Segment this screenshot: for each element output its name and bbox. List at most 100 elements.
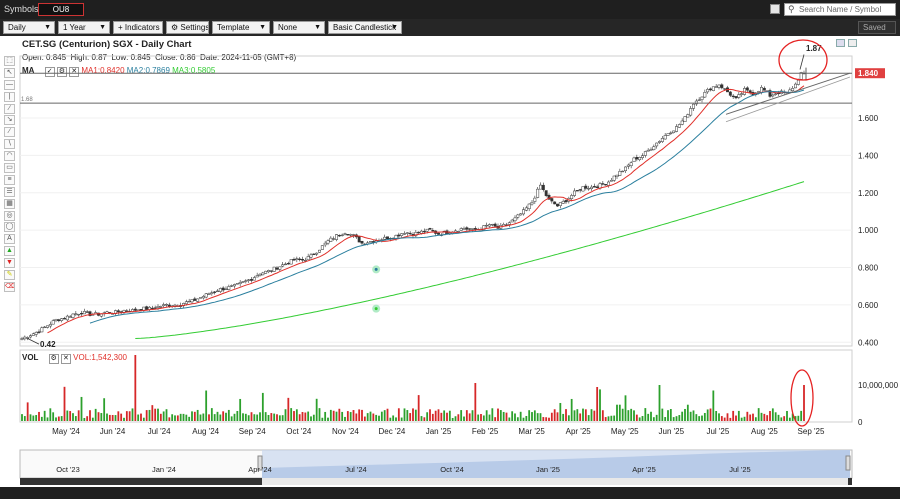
search-icon: ⚲ <box>788 4 795 14</box>
saved-button[interactable]: Saved <box>858 21 896 34</box>
ellipse-tool-icon[interactable]: ◯ <box>4 222 15 233</box>
candle-body <box>425 228 429 232</box>
volume-bar <box>650 411 652 421</box>
candle-body <box>723 88 727 90</box>
candle-body <box>737 94 741 98</box>
candle-body <box>558 202 562 206</box>
candle-body <box>510 219 514 223</box>
hline-tool-icon[interactable]: — <box>4 79 15 90</box>
volume-bar <box>548 417 550 421</box>
volume-bar <box>400 417 403 421</box>
rectangle-tool-icon[interactable]: ▭ <box>4 163 15 174</box>
period-select[interactable]: Daily ▼ <box>3 21 55 34</box>
volume-bar <box>383 410 386 421</box>
candle-body <box>193 298 197 301</box>
volume-bar <box>26 402 29 421</box>
open-label: Open: <box>22 53 44 62</box>
window-restore-icon[interactable] <box>848 39 857 47</box>
chart-type-value: Basic Candlestick <box>333 23 397 32</box>
indicators-button[interactable]: + Indicators <box>113 21 163 34</box>
symbols-label: Symbols: <box>4 4 42 14</box>
crosshair-tool-icon[interactable]: ⬚ <box>4 56 15 66</box>
candle-body <box>275 267 279 270</box>
ma-close-icon[interactable]: ✕ <box>69 67 80 77</box>
chart-type-select[interactable]: Basic Candlestick ▼ <box>328 21 402 34</box>
fib-tool-icon[interactable]: ≡ <box>4 174 15 185</box>
cycle-tool-icon[interactable]: ◎ <box>4 210 15 221</box>
volume-bar <box>403 408 406 421</box>
volume-bar <box>21 414 23 421</box>
ray-tool-icon[interactable]: ↘ <box>4 115 15 126</box>
settings-button[interactable]: ⚙ Settings <box>166 21 209 34</box>
volume-bar <box>32 415 35 421</box>
volume-bar <box>179 413 182 421</box>
candle-body <box>122 310 126 313</box>
template-value-select[interactable]: None ▼ <box>273 21 325 34</box>
candle-body <box>609 180 613 182</box>
grid-icon[interactable] <box>770 4 780 14</box>
range-select[interactable]: 1 Year ▼ <box>58 21 110 34</box>
fan-tool-icon[interactable]: ☰ <box>4 186 15 197</box>
volume-bar <box>791 413 794 421</box>
vol-gear-icon[interactable]: ⚙ <box>48 354 59 364</box>
candle-body <box>666 133 670 136</box>
vol-close-icon[interactable]: ✕ <box>60 354 71 364</box>
volume-bar <box>448 410 451 421</box>
candle-body <box>490 224 494 226</box>
ma-check-icon[interactable]: ✓ <box>44 67 55 77</box>
candle-body <box>326 240 330 244</box>
volume-bar <box>134 355 137 421</box>
symbol-input[interactable]: OU8 <box>38 3 84 16</box>
candle-body <box>581 186 585 192</box>
volume-bar <box>193 411 196 421</box>
gann-tool-icon[interactable]: ▦ <box>4 198 15 209</box>
candle-body <box>791 88 795 92</box>
candle-body <box>221 287 225 291</box>
pencil-tool-icon[interactable]: ✎ <box>4 270 15 281</box>
vline-tool-icon[interactable]: | <box>4 91 15 102</box>
candle-body <box>207 293 211 295</box>
candle-body <box>488 224 491 227</box>
volume-bar <box>633 410 635 421</box>
volume-bar <box>573 410 576 421</box>
candle-body <box>740 93 744 95</box>
candles-layer <box>20 67 807 341</box>
eraser-tool-icon[interactable]: ⌫ <box>4 281 15 292</box>
candle-body <box>204 293 208 298</box>
arrow-up-icon[interactable]: ▲ <box>4 246 15 257</box>
volume-bar <box>550 412 553 421</box>
ma-gear-icon[interactable]: ⚙ <box>56 67 67 77</box>
candle-body <box>68 316 72 318</box>
candle-body <box>618 171 622 176</box>
candle-body <box>315 252 319 255</box>
volume-bar <box>162 411 165 421</box>
high-callout-label: 1.87 <box>806 44 822 53</box>
search-input[interactable]: ⚲ Search Name / Symbol <box>784 3 896 16</box>
pitchfork-tool-icon[interactable]: ∖ <box>4 139 15 150</box>
channel-tool-icon[interactable]: ∕ <box>4 127 15 138</box>
volume-bar <box>293 411 295 421</box>
x-tick-label: Feb '25 <box>472 427 499 436</box>
volume-bar <box>451 417 454 421</box>
trendline-tool-icon[interactable]: ∕ <box>4 103 15 114</box>
volume-bar <box>66 410 69 421</box>
volume-bar <box>562 413 565 421</box>
text-tool-icon[interactable]: A <box>4 234 15 245</box>
candle-body <box>519 213 523 216</box>
volume-bar <box>664 417 667 421</box>
x-tick-label: Jul '24 <box>148 427 171 436</box>
volume-bar <box>91 417 94 421</box>
window-maximize-icon[interactable] <box>836 39 845 47</box>
template-select[interactable]: Template ▼ <box>212 21 270 34</box>
candle-body <box>745 87 749 91</box>
navigator-label: Apr '25 <box>632 465 656 474</box>
arrow-down-icon[interactable]: ▼ <box>4 258 15 269</box>
candle-body <box>771 94 775 97</box>
arc-tool-icon[interactable]: ◠ <box>4 151 15 162</box>
candle-body <box>655 142 659 147</box>
pointer-tool-icon[interactable]: ↖ <box>4 67 15 78</box>
volume-bar <box>188 416 191 421</box>
candle-body <box>635 157 639 160</box>
